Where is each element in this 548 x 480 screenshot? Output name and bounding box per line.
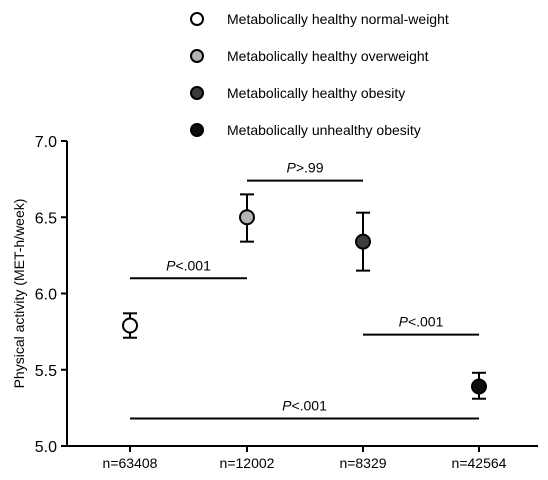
- y-tick-label-1: 5.0: [35, 439, 57, 456]
- p-value-text-1: <.001: [175, 257, 211, 273]
- y-tick-label-2: 5.5: [35, 363, 57, 380]
- data-point-4: [471, 378, 487, 395]
- data-point-2: [239, 209, 255, 226]
- p-value-text-4: <.001: [291, 398, 327, 414]
- x-tick-label-4: n=42564: [452, 455, 507, 471]
- p-value-label-3: P<.001: [399, 314, 444, 330]
- x-tick-label-2: n=12002: [220, 455, 275, 471]
- p-value-italic-1: P: [166, 257, 176, 273]
- p-value-text-2: >.99: [296, 160, 324, 176]
- legend-label-3: Metabolically healthy obesity: [227, 85, 405, 101]
- data-point-3: [355, 233, 371, 250]
- legend-marker-1: [190, 12, 204, 26]
- plot-area: 5.0 5.5 6.0 6.5 7.0 Physical activity (MET-h/…: [11, 134, 538, 471]
- y-axis-label: Physical activity (MET-h/week): [11, 199, 27, 389]
- p-value-label-2: P>.99: [287, 160, 324, 176]
- p-value-italic-4: P: [282, 398, 292, 414]
- y-tick-label-3: 6.0: [35, 287, 57, 304]
- p-value-label-1: P<.001: [166, 257, 211, 273]
- legend-marker-3: [190, 86, 204, 100]
- y-tick-label-5: 7.0: [35, 134, 57, 151]
- x-tick-label-1: n=63408: [103, 455, 158, 471]
- p-value-italic-3: P: [399, 314, 409, 330]
- p-value-italic-2: P: [287, 160, 297, 176]
- x-tick-label-3: n=8329: [339, 455, 386, 471]
- legend-label-2: Metabolically healthy overweight: [227, 48, 429, 64]
- legend-label-1: Metabolically healthy normal-weight: [227, 11, 449, 27]
- legend-label-4: Metabolically unhealthy obesity: [227, 122, 421, 138]
- p-value-label-4: P<.001: [282, 398, 327, 414]
- data-point-1: [122, 317, 138, 334]
- p-value-text-3: <.001: [408, 314, 444, 330]
- legend: Metabolically healthy normal-weight Metab…: [190, 11, 449, 138]
- y-tick-label-4: 6.5: [35, 210, 57, 227]
- legend-marker-4: [190, 123, 204, 137]
- legend-marker-2: [190, 49, 204, 63]
